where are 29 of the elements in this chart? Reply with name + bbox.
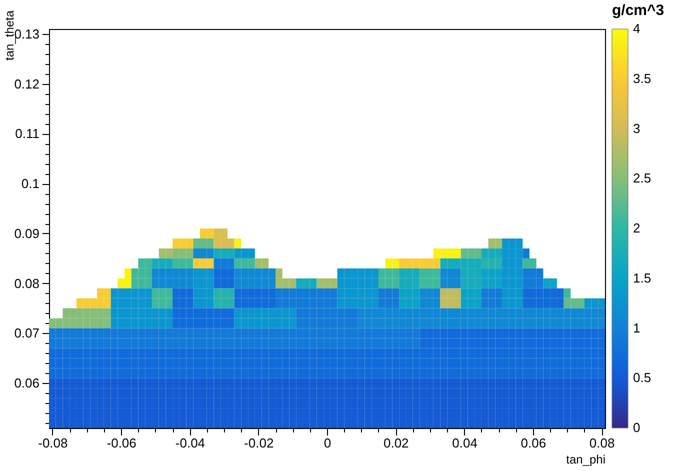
color-bar-label: 1.5 xyxy=(633,270,652,286)
color-bar-label: 4 xyxy=(633,21,640,36)
color-bar-label: 2.5 xyxy=(633,170,652,186)
x-axis-title: tan_phi xyxy=(566,452,606,466)
x-tick-label: -0.06 xyxy=(106,436,136,450)
y-tick-label: 0.13 xyxy=(14,26,40,42)
y-tick-label: 0.08 xyxy=(14,276,40,291)
color-bar-label: 0 xyxy=(633,420,640,435)
y-axis-title: tan_theta xyxy=(2,10,16,60)
x-tick-label: -0.04 xyxy=(175,436,206,450)
x-tick-label: 0.06 xyxy=(520,436,546,450)
y-tick-label: 0.1 xyxy=(21,176,40,192)
y-tick-label: 0.09 xyxy=(14,226,40,241)
x-tick-label: -0.02 xyxy=(244,436,274,450)
y-tick-label: 0.11 xyxy=(15,126,40,142)
color-bar-label: 2 xyxy=(633,220,640,236)
color-bar-label: 0.5 xyxy=(633,370,652,386)
color-bar-title: g/cm^3 xyxy=(612,2,664,19)
x-tick-label: 0 xyxy=(324,436,332,450)
x-tick-label: -0.08 xyxy=(38,436,68,450)
y-tick-label: 0.06 xyxy=(14,376,40,391)
color-bar-label: 1 xyxy=(633,320,640,336)
color-bar-label: 3 xyxy=(633,120,640,136)
color-bar-label: 3.5 xyxy=(633,70,652,86)
x-tick-label: 0.02 xyxy=(383,436,409,450)
x-tick-label: 0.08 xyxy=(589,436,615,450)
x-tick-label: 0.04 xyxy=(452,436,478,450)
y-tick-label: 0.07 xyxy=(14,326,40,341)
y-tick-label: 0.12 xyxy=(14,76,40,92)
